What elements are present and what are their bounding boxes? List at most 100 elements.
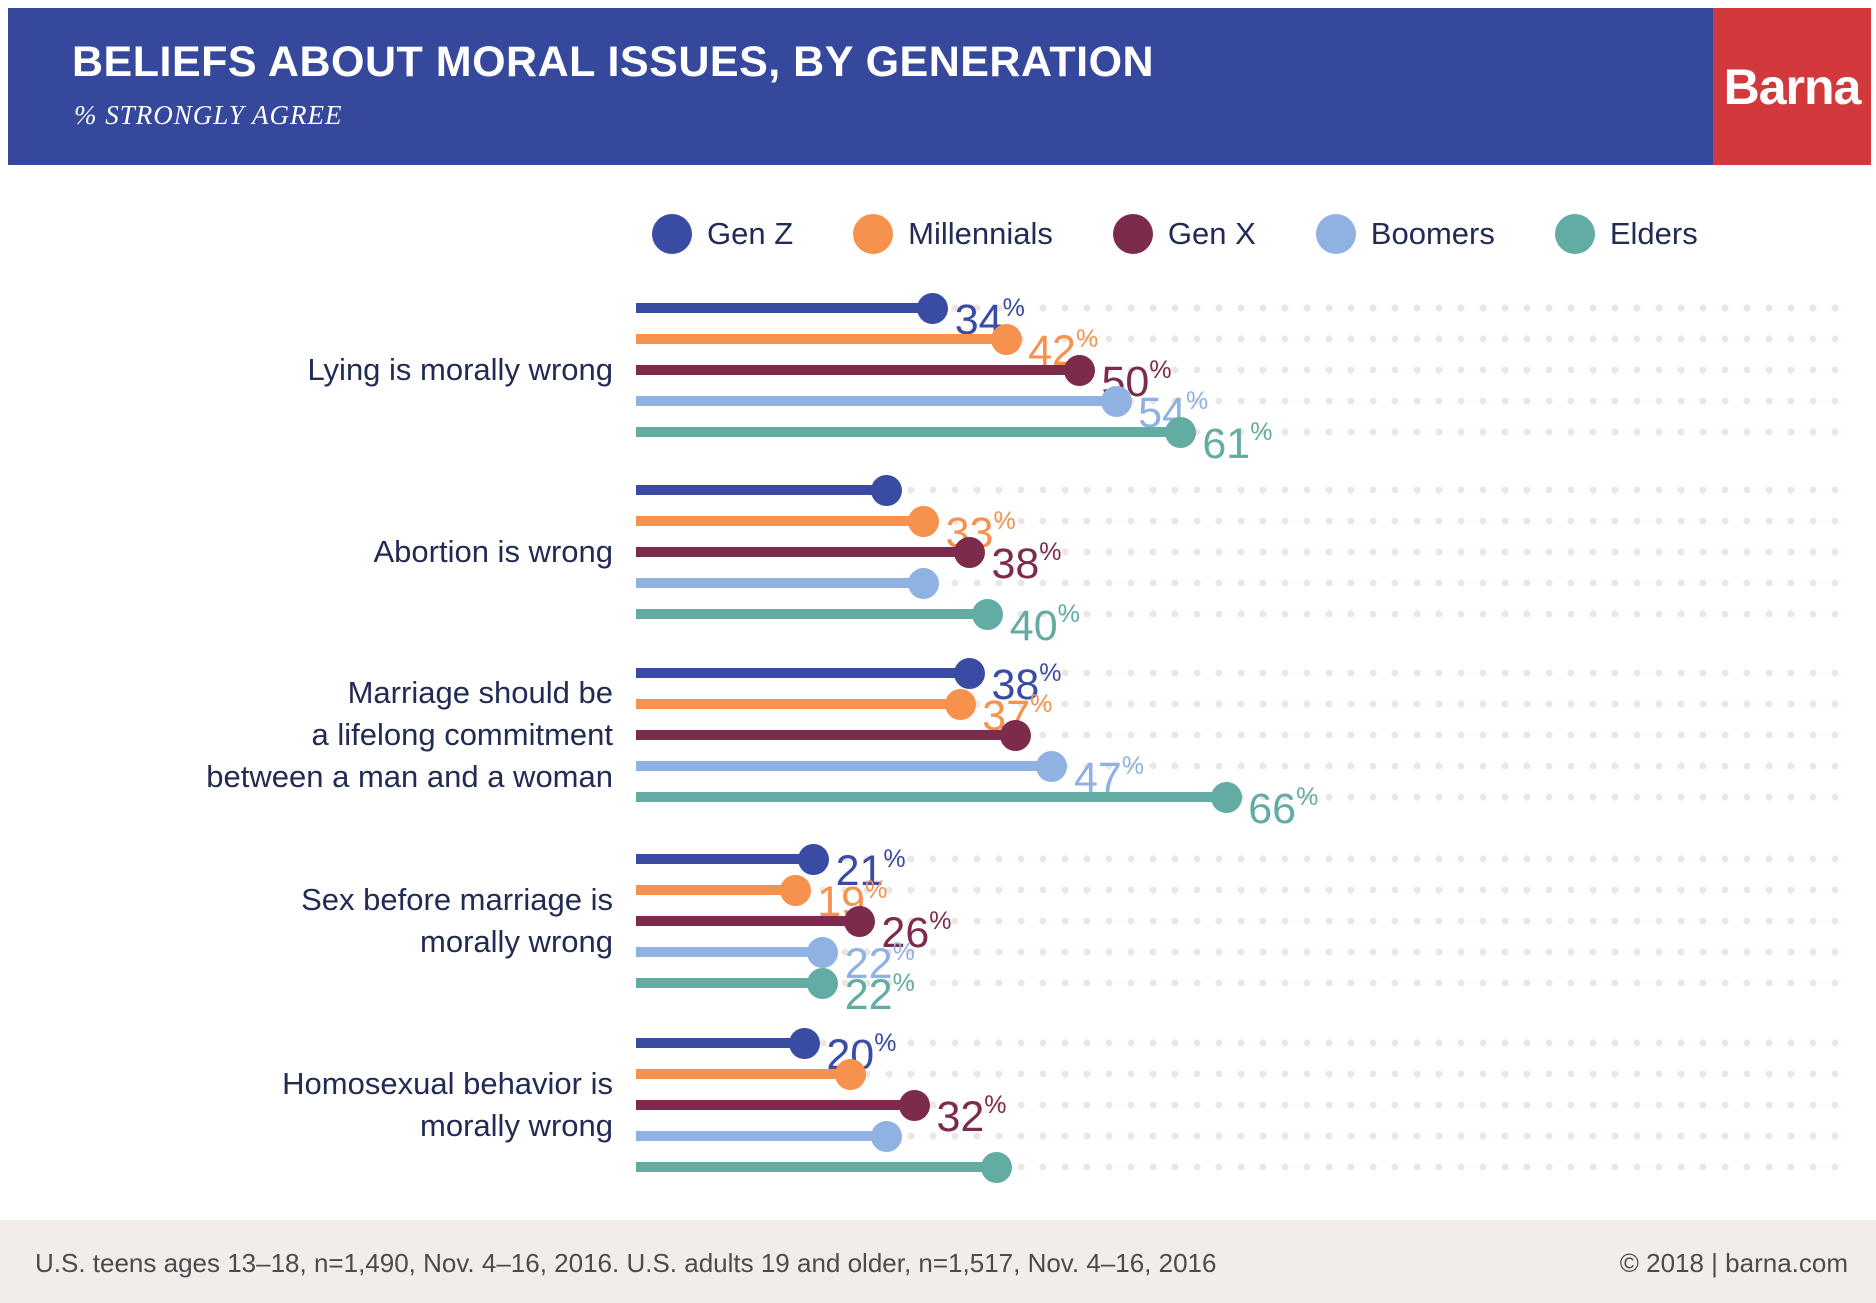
value-label: 61% bbox=[1202, 411, 1272, 466]
lollipop-dot bbox=[1064, 354, 1095, 386]
lollipop-dot bbox=[990, 323, 1022, 355]
footer-copyright: © 2018 | barna.com bbox=[1619, 1248, 1848, 1278]
percent-sign: % bbox=[1296, 783, 1319, 811]
lollipop-dot bbox=[1036, 750, 1068, 782]
lollipop-line bbox=[636, 485, 887, 495]
lollipop-dot bbox=[917, 292, 949, 324]
lollipop-line bbox=[636, 730, 1016, 740]
lollipop-dot bbox=[798, 843, 830, 875]
lollipop-line bbox=[636, 668, 970, 678]
legend-dot-icon bbox=[1315, 214, 1356, 254]
value-label: 26% bbox=[881, 900, 951, 955]
percent-sign: % bbox=[1186, 387, 1209, 415]
value-number: 22 bbox=[844, 971, 893, 1019]
category-label: Marriage should be a lifelong commitment b… bbox=[13, 672, 613, 798]
header-bar: BELIEFS ABOUT MORAL ISSUES, BY GENERATIO… bbox=[8, 8, 1713, 165]
footer-bar: U.S. teens ages 13–18, n=1,490, Nov. 4–1… bbox=[0, 1220, 1876, 1303]
value-number: 66 bbox=[1248, 785, 1297, 833]
lollipop-dot bbox=[779, 874, 811, 906]
lollipop-line bbox=[636, 885, 796, 895]
percent-sign: % bbox=[892, 969, 915, 997]
legend-item-boomers: Boomers bbox=[1315, 214, 1495, 254]
legend-label: Boomers bbox=[1370, 216, 1495, 251]
category-label-line: Sex before marriage is bbox=[301, 882, 613, 917]
value-label: 21% bbox=[836, 838, 906, 893]
dotted-grid-row bbox=[636, 669, 1852, 677]
dotted-grid-row bbox=[636, 979, 1852, 987]
value-label: 40% bbox=[1010, 593, 1080, 648]
legend-label: Millennials bbox=[908, 216, 1053, 251]
legend-label: Elders bbox=[1609, 216, 1698, 251]
dotted-grid-row bbox=[636, 428, 1852, 436]
lollipop-dot bbox=[953, 536, 985, 568]
lollipop-dot bbox=[944, 688, 976, 720]
percent-sign: % bbox=[883, 845, 906, 873]
value-number: 22 bbox=[844, 940, 893, 988]
legend-item-elders: Elders bbox=[1554, 214, 1698, 254]
barna-logo: Barna bbox=[1713, 8, 1871, 165]
category-label: Sex before marriage is morally wrong bbox=[13, 879, 613, 963]
lollipop-line bbox=[636, 1131, 887, 1141]
lollipop-line bbox=[636, 1069, 851, 1079]
percent-sign: % bbox=[1039, 659, 1062, 687]
lollipop-dot bbox=[953, 657, 985, 689]
legend-dot-icon bbox=[1554, 214, 1595, 254]
lollipop-dot bbox=[972, 598, 1004, 630]
lollipop-dot bbox=[908, 567, 940, 599]
percent-sign: % bbox=[1250, 418, 1273, 446]
percent-sign: % bbox=[892, 938, 915, 966]
dotted-grid-row bbox=[636, 1163, 1852, 1171]
page-subtitle: % STRONGLY AGREE bbox=[74, 100, 343, 130]
percent-sign: % bbox=[874, 1029, 897, 1057]
lollipop-line bbox=[636, 547, 970, 557]
lollipop-dot bbox=[1164, 416, 1196, 448]
category-label: Lying is morally wrong bbox=[13, 349, 613, 391]
value-number: 38 bbox=[991, 661, 1040, 709]
percent-sign: % bbox=[1149, 356, 1172, 384]
value-label: 66% bbox=[1248, 776, 1318, 831]
lollipop-line bbox=[636, 916, 860, 926]
legend-dot-icon bbox=[652, 214, 692, 254]
dotted-grid-row bbox=[636, 366, 1852, 374]
category-label-line: Marriage should be bbox=[347, 675, 613, 710]
dotted-grid-row bbox=[636, 610, 1852, 618]
value-label: 32% bbox=[936, 1084, 1006, 1139]
percent-sign: % bbox=[1039, 538, 1062, 566]
dotted-grid-row bbox=[636, 1132, 1852, 1140]
lollipop-line bbox=[636, 609, 988, 619]
dotted-grid-row bbox=[636, 762, 1852, 770]
page-title: BELIEFS ABOUT MORAL ISSUES, BY GENERATIO… bbox=[72, 38, 1155, 86]
legend: Gen Z Millennials Gen X Boomers Elders bbox=[652, 208, 1698, 260]
lollipop-line bbox=[636, 516, 924, 526]
category-label: Homosexual behavior is morally wrong bbox=[13, 1063, 613, 1147]
dotted-grid-row bbox=[636, 335, 1852, 343]
lollipop-dot bbox=[834, 1058, 866, 1090]
dotted-grid-row bbox=[636, 948, 1852, 956]
lollipop-dot bbox=[898, 1089, 930, 1121]
lollipop-line bbox=[636, 427, 1181, 437]
lollipop-dot bbox=[843, 905, 875, 937]
lollipop-line bbox=[636, 699, 961, 709]
dotted-grid-row bbox=[636, 517, 1852, 525]
lollipop-dot bbox=[999, 719, 1031, 751]
lollipop-dot bbox=[871, 1120, 903, 1152]
value-label: 22% bbox=[845, 931, 915, 986]
dotted-grid-row bbox=[636, 1101, 1852, 1109]
dotted-grid-row bbox=[636, 486, 1852, 494]
percent-sign: % bbox=[1002, 294, 1025, 322]
legend-item-millennials: Millennials bbox=[853, 214, 1053, 254]
category-label-line: Homosexual behavior is bbox=[282, 1066, 613, 1101]
lollipop-line bbox=[636, 578, 924, 588]
category-label-line: Abortion is wrong bbox=[373, 534, 613, 569]
lollipop-line bbox=[636, 978, 823, 988]
lollipop-line bbox=[636, 365, 1080, 375]
value-label: 22% bbox=[845, 962, 915, 1017]
percent-sign: % bbox=[1057, 600, 1080, 628]
lollipop-dot bbox=[807, 936, 839, 968]
dotted-grid-row bbox=[636, 304, 1852, 312]
lollipop-line bbox=[636, 334, 1007, 344]
category-label-line: morally wrong bbox=[420, 924, 613, 959]
dotted-grid-row bbox=[636, 886, 1852, 894]
category-label-line: between a man and a woman bbox=[206, 759, 613, 794]
dotted-grid-row bbox=[636, 579, 1852, 587]
